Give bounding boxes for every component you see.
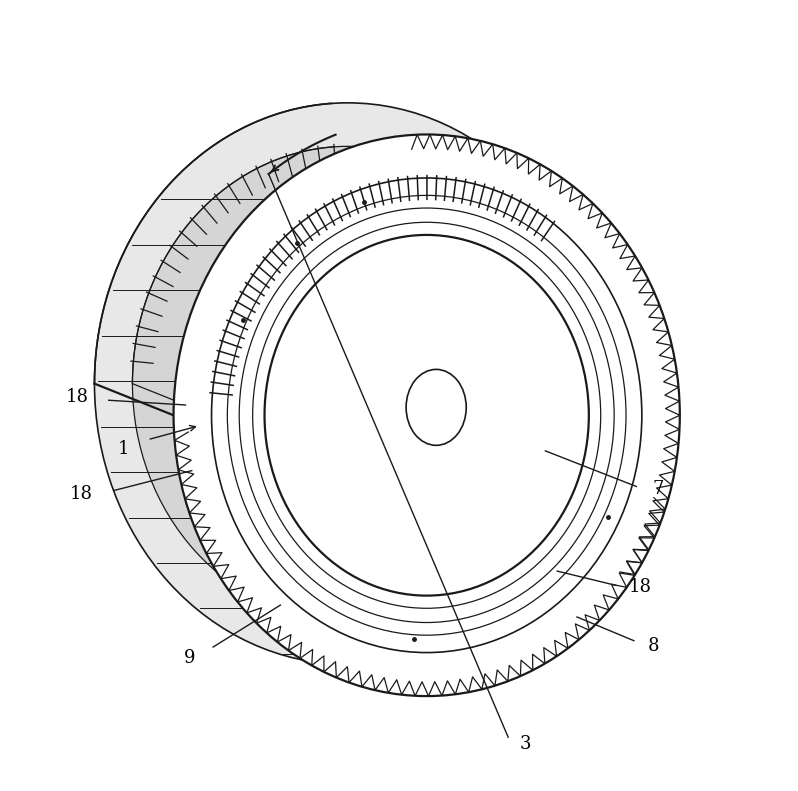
Ellipse shape [174, 134, 680, 696]
Text: 18: 18 [65, 388, 89, 406]
Text: 1: 1 [118, 441, 129, 458]
Ellipse shape [239, 208, 614, 623]
Text: 3: 3 [519, 735, 531, 752]
Text: 9: 9 [184, 649, 196, 667]
Ellipse shape [132, 146, 563, 621]
Ellipse shape [227, 195, 626, 635]
Ellipse shape [406, 369, 466, 445]
Text: 7: 7 [653, 480, 664, 498]
Ellipse shape [211, 178, 642, 653]
Ellipse shape [264, 235, 589, 596]
Ellipse shape [94, 103, 601, 664]
Text: 8: 8 [648, 638, 659, 655]
Text: 18: 18 [629, 578, 652, 596]
Ellipse shape [253, 222, 601, 608]
Text: 18: 18 [69, 486, 93, 503]
